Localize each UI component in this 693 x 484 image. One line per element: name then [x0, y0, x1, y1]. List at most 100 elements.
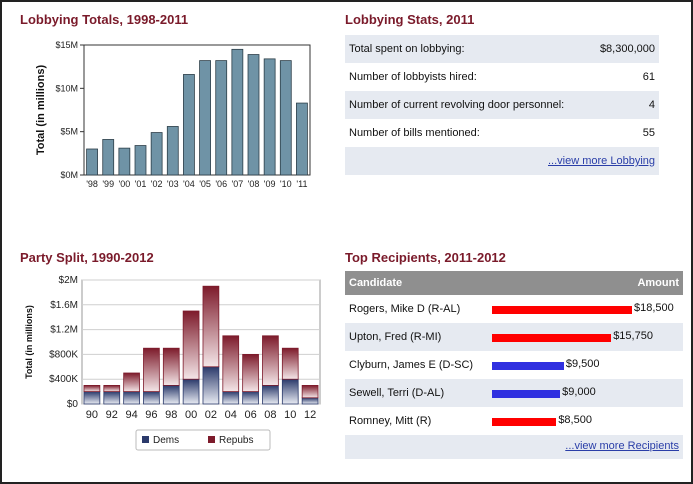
x-tick-label: 00 — [185, 409, 197, 421]
x-tick-label: '00 — [118, 179, 130, 189]
bar-dems — [301, 397, 319, 405]
x-tick-label: '11 — [296, 179, 307, 189]
bar-repubs — [103, 385, 121, 393]
bar-repubs — [222, 335, 240, 393]
recipient-amount: $8,500 — [558, 414, 592, 426]
bar-dems — [123, 391, 140, 405]
bar-dems — [182, 378, 200, 405]
recipient-name: Sewell, Terri (D-AL) — [349, 387, 445, 399]
legend-box — [135, 429, 271, 451]
bar-repubs — [242, 354, 259, 393]
stats-row: Number of lobbyists hired: 61 — [345, 63, 659, 91]
bar-dems — [281, 378, 299, 405]
recipient-amount: $9,500 — [565, 358, 600, 370]
bar-dems — [162, 385, 180, 405]
bar-repubs — [182, 310, 200, 380]
recipient-row: Clyburn, James E (D-SC) $9,500 — [345, 351, 683, 379]
bar-repubs — [281, 347, 299, 380]
x-tick-label: '98 — [86, 179, 98, 189]
stats-label: Total spent on lobbying: — [345, 35, 590, 63]
x-tick-label: 92 — [106, 409, 118, 421]
recipient-row: Romney, Mitt (R) $8,500 — [345, 407, 683, 435]
bar — [296, 102, 308, 176]
lobbying-totals-title: Lobbying Totals, 1998-2011 — [20, 12, 189, 27]
legend-swatch-repubs — [208, 436, 215, 443]
x-tick-label: '04 — [183, 179, 195, 189]
y-tick-label: $400K — [49, 374, 78, 385]
x-tick-label: 94 — [125, 409, 137, 421]
bar-dems — [202, 366, 220, 405]
bar-dems — [262, 385, 279, 405]
recipient-amount: $18,500 — [634, 302, 674, 314]
recipient-row: Sewell, Terri (D-AL) $9,000 — [345, 379, 683, 407]
recipient-bar — [492, 418, 557, 426]
recipient-name: Rogers, Mike D (R-AL) — [349, 303, 461, 315]
y-tick-label: $15M — [55, 40, 78, 50]
lobbying-stats-title: Lobbying Stats, 2011 — [345, 12, 475, 27]
recipient-bar — [492, 306, 632, 314]
stats-label: Number of bills mentioned: — [345, 119, 590, 147]
stats-label: Number of lobbyists hired: — [345, 63, 590, 91]
view-more-lobbying-link[interactable]: ...view more Lobbying — [548, 155, 655, 167]
x-tick-label: 98 — [165, 409, 177, 421]
y-axis-label: Total (in millions) — [35, 65, 47, 156]
x-tick-label: 12 — [304, 409, 316, 421]
stats-row: Total spent on lobbying: $8,300,000 — [345, 35, 659, 63]
y-tick-label: $0 — [67, 399, 79, 410]
lobbying-totals-chart: $0M $5M $10M $15M '98 '99 '00 '01 '02 '03 '04 '05 '0… — [35, 40, 311, 189]
plot-area — [81, 279, 321, 405]
bar — [183, 74, 195, 176]
stats-value: $8,300,000 — [589, 35, 659, 63]
legend-swatch-dems — [142, 436, 149, 443]
bar-repubs — [202, 285, 220, 368]
bar-dems — [242, 391, 259, 405]
recipient-amount: $9,000 — [562, 386, 596, 398]
stats-value: 4 — [589, 91, 659, 119]
x-tick-label: '05 — [199, 179, 211, 189]
y-axis-label: Total (in millions) — [24, 305, 34, 379]
bar-dems — [83, 391, 101, 405]
recipient-name: Romney, Mitt (R) — [349, 415, 432, 427]
y-tick-label: $1.2M — [50, 325, 78, 336]
bar — [166, 126, 179, 176]
bar-repubs — [143, 347, 160, 392]
bar — [247, 54, 260, 176]
recipient-bar — [492, 390, 561, 398]
recipient-row: Upton, Fred (R-MI) $15,750 — [345, 323, 683, 351]
y-tick-label: $0M — [60, 170, 78, 180]
x-tick-label: '01 — [135, 179, 147, 189]
stats-value: 55 — [589, 119, 659, 147]
bar — [118, 147, 131, 176]
top-recipients-title: Top Recipients, 2011-2012 — [345, 250, 506, 265]
y-tick-label: $5M — [60, 127, 78, 137]
y-tick-label: $2M — [59, 275, 78, 286]
x-tick-label: '09 — [264, 179, 276, 189]
stats-row: Number of bills mentioned: 55 — [345, 119, 659, 147]
stats-row: Number of current revolving door personn… — [345, 91, 659, 119]
legend-label-repubs: Repubs — [219, 435, 253, 446]
bar-dems — [103, 391, 121, 405]
stats-label: Number of current revolving door personn… — [345, 91, 590, 119]
bar-dems — [222, 391, 240, 405]
x-tick-label: 04 — [225, 409, 237, 421]
x-tick-label: 02 — [205, 409, 217, 421]
party-split-chart: $0 $400K $800K $1.2M $1.6M $2M 90 92 94 96 98 00 02 0… — [24, 275, 321, 451]
legend: Dems Repubs — [135, 429, 271, 451]
recipient-bar — [492, 362, 564, 370]
x-tick-label: '02 — [151, 179, 163, 189]
recipient-name: Clyburn, James E (D-SC) — [349, 359, 474, 371]
bar — [215, 60, 228, 176]
bar-repubs — [123, 372, 140, 393]
recipients-header: Candidate Amount — [345, 271, 683, 295]
candidate-column-header: Candidate — [349, 277, 403, 289]
top-recipients-table: Candidate Amount Rogers, Mike D (R-AL) $1… — [345, 271, 683, 459]
x-tick-label: '99 — [102, 179, 114, 189]
x-tick-label: 08 — [264, 409, 276, 421]
view-more-recipients-link[interactable]: ...view more Recipients — [565, 440, 679, 452]
x-tick-label: 10 — [284, 409, 296, 421]
stats-value: 61 — [589, 63, 659, 91]
y-tick-label: $1.6M — [50, 300, 78, 311]
plot-area — [83, 44, 311, 176]
recipients-footer: ...view more Recipients — [345, 435, 683, 459]
